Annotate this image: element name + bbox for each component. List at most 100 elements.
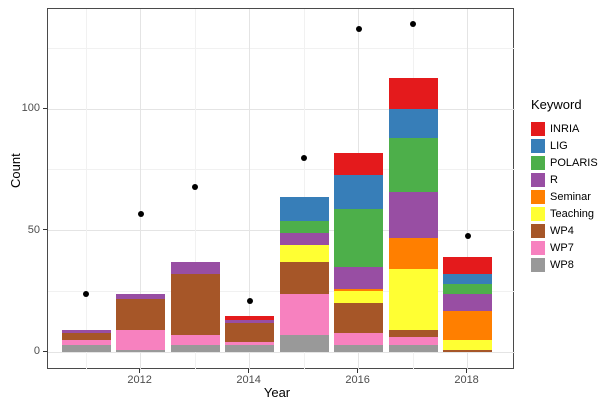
x-tick-mark <box>248 369 250 373</box>
legend-label: WP4 <box>550 224 574 237</box>
y-tick-mark <box>43 107 47 109</box>
legend-swatch-icon <box>531 138 545 153</box>
legend-swatch-icon <box>531 240 545 255</box>
bar-segment-wp8-2013 <box>170 344 220 353</box>
plot-panel <box>47 8 515 370</box>
bar-segment-wp7-2014 <box>225 342 275 345</box>
bar-segment-wp7-2013 <box>170 335 220 345</box>
data-point-2013 <box>192 183 199 190</box>
bar-segment-r-2017 <box>388 191 438 238</box>
legend-item-wp4: WP4 <box>531 222 598 239</box>
bar-segment-inria-2017 <box>388 77 438 110</box>
bar-segment-wp4-2018 <box>443 349 493 353</box>
legend-label: INRIA <box>550 122 580 135</box>
bar-segment-inria-2014 <box>225 315 275 321</box>
x-major-gridline <box>249 9 251 370</box>
bar-segment-r-2011 <box>61 330 111 333</box>
legend-label: WP8 <box>550 258 574 271</box>
x-axis-title: Year <box>263 385 291 400</box>
bar-segment-lig-2018 <box>443 274 493 285</box>
bar-segment-seminar-2016 <box>334 288 384 292</box>
bar-segment-polaris-2015 <box>279 220 329 234</box>
data-point-2018 <box>464 232 471 239</box>
bar-segment-teaching-2018 <box>443 339 493 350</box>
legend-item-r: R <box>531 171 598 188</box>
bar-segment-wp7-2012 <box>116 330 166 350</box>
legend-swatch-icon <box>531 223 545 238</box>
y-major-gridline <box>48 351 515 353</box>
bar-segment-lig-2017 <box>388 109 438 139</box>
legend-label: POLARIS <box>550 156 598 169</box>
x-tick-label: 2018 <box>454 374 479 386</box>
bar-segment-lig-2016 <box>334 174 384 209</box>
x-minor-gridline <box>303 9 305 370</box>
bar-segment-wp8-2011 <box>61 344 111 353</box>
bar-segment-wp8-2012 <box>116 349 166 353</box>
bar-segment-wp8-2016 <box>334 344 384 353</box>
legend-item-lig: LIG <box>531 137 598 154</box>
y-tick-mark <box>43 350 47 352</box>
y-tick-label: 100 <box>21 102 40 115</box>
bar-segment-seminar-2017 <box>388 237 438 270</box>
legend-swatch-icon <box>531 189 545 204</box>
y-tick-mark <box>43 229 47 231</box>
bar-segment-teaching-2016 <box>334 291 384 304</box>
y-tick-label: 50 <box>27 223 40 236</box>
bar-segment-wp4-2013 <box>170 274 220 336</box>
y-major-gridline <box>48 108 515 110</box>
data-point-2016 <box>355 26 362 33</box>
bar-segment-r-2014 <box>225 320 275 323</box>
legend-swatch-icon <box>531 172 545 187</box>
bar-segment-wp4-2011 <box>61 332 111 340</box>
legend: Keyword INRIA LIG POLARIS R Seminar Teaching W… <box>531 97 598 273</box>
bar-segment-polaris-2018 <box>443 284 493 294</box>
legend-label: Seminar <box>550 190 591 203</box>
x-major-gridline <box>467 9 469 370</box>
x-tick-label: 2014 <box>236 374 261 386</box>
legend-swatch-icon <box>531 121 545 136</box>
y-axis-title: Count <box>8 153 23 188</box>
bar-segment-wp8-2014 <box>225 344 275 353</box>
legend-items: INRIA LIG POLARIS R Seminar Teaching WP4 WP7 WP8 <box>531 120 598 273</box>
bar-segment-r-2012 <box>116 293 166 299</box>
legend-item-polaris: POLARIS <box>531 154 598 171</box>
x-minor-gridline <box>85 9 87 370</box>
legend-item-wp7: WP7 <box>531 239 598 256</box>
legend-swatch-icon <box>531 155 545 170</box>
bar-segment-teaching-2017 <box>388 269 438 331</box>
x-tick-mark <box>139 369 141 373</box>
bar-segment-r-2015 <box>279 233 329 246</box>
bar-segment-r-2018 <box>443 293 493 311</box>
bar-segment-wp7-2011 <box>61 339 111 345</box>
bar-segment-wp7-2015 <box>279 293 329 336</box>
bar-segment-wp7-2016 <box>334 332 384 345</box>
legend-label: WP7 <box>550 241 574 254</box>
bar-segment-wp8-2017 <box>388 344 438 353</box>
legend-item-seminar: Seminar <box>531 188 598 205</box>
y-tick-label: 0 <box>33 345 40 358</box>
data-point-2015 <box>301 154 308 161</box>
legend-label: R <box>550 173 558 186</box>
bar-segment-teaching-2015 <box>279 245 329 263</box>
bar-segment-wp4-2012 <box>116 298 166 331</box>
bar-segment-inria-2016 <box>334 152 384 175</box>
legend-label: LIG <box>550 139 568 152</box>
legend-item-teaching: Teaching <box>531 205 598 222</box>
x-tick-label: 2016 <box>345 374 370 386</box>
bar-segment-r-2013 <box>170 262 220 275</box>
bar-segment-wp4-2017 <box>388 330 438 338</box>
bar-segment-polaris-2016 <box>334 208 384 268</box>
y-minor-gridline <box>48 169 515 171</box>
data-point-2017 <box>410 21 417 28</box>
x-tick-mark <box>357 369 359 373</box>
data-point-2014 <box>246 298 253 305</box>
bar-segment-polaris-2017 <box>388 138 438 192</box>
x-major-gridline <box>140 9 142 370</box>
bar-segment-wp4-2014 <box>225 322 275 343</box>
bar-segment-r-2016 <box>334 267 384 289</box>
bar-segment-wp4-2016 <box>334 303 384 333</box>
x-tick-label: 2012 <box>127 374 152 386</box>
bar-segment-seminar-2018 <box>443 310 493 340</box>
legend-item-inria: INRIA <box>531 120 598 137</box>
